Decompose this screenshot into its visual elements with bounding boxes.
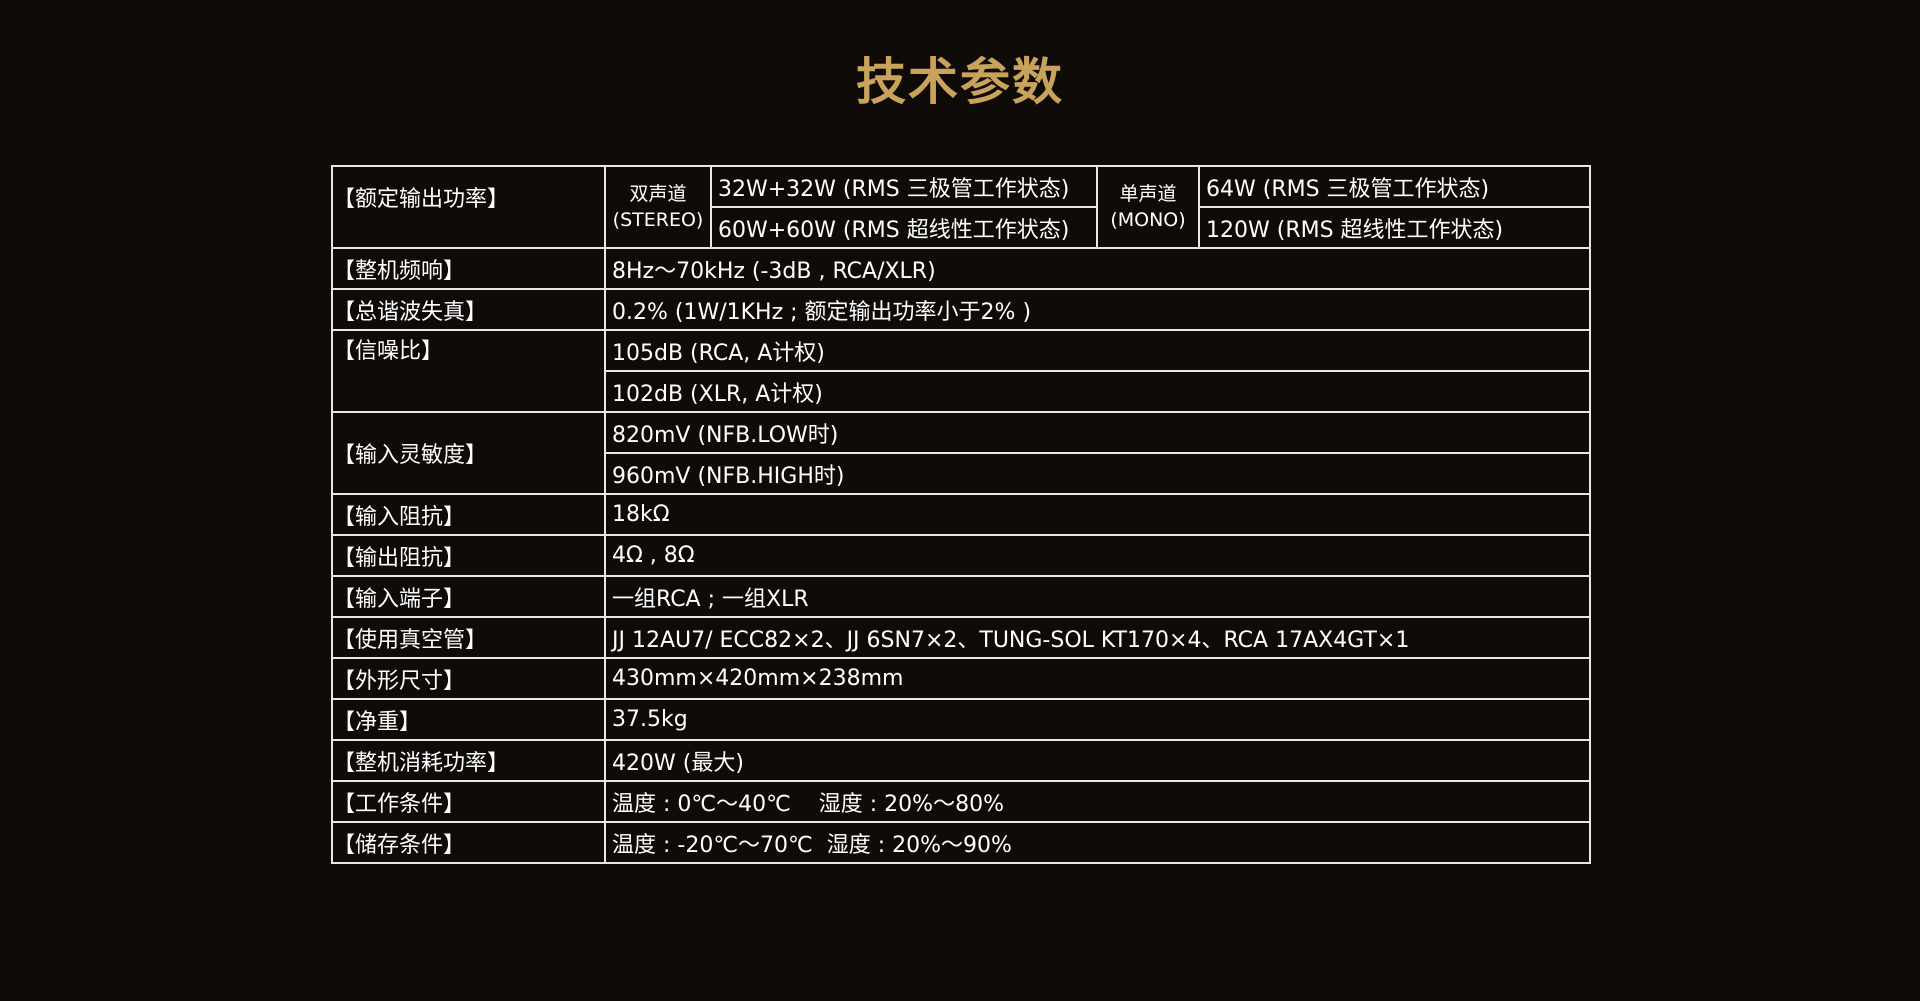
table-row: 【外形尺寸】 430mm×420mm×238mm (331, 657, 1591, 700)
table-row: 【净重】 37.5kg (331, 698, 1591, 741)
spec-table: 【额定输出功率】 双声道 (STEREO) 32W+32W (RMS 三极管工作状… (331, 165, 1591, 864)
table-row: 【使用真空管】 JJ 12AU7/ ECC82×2、JJ 6SN7×2、TUNG-… (331, 616, 1591, 659)
spec-value: 820mV (NFB.LOW时) (604, 411, 1591, 454)
spec-value: 8Hz～70kHz (-3dB , RCA/XLR) (604, 247, 1591, 290)
spec-value: 18kΩ (604, 493, 1591, 536)
table-row: 【整机消耗功率】 420W (最大) (331, 739, 1591, 782)
table-row: 102dB (XLR, A计权) (332, 370, 1591, 413)
page-title: 技术参数 (856, 53, 1064, 111)
table-row: 60W+60W (RMS 超线性工作状态) 120W (RMS 超线性工作状态) (332, 206, 1591, 249)
spec-label: 【外形尺寸】 (331, 657, 606, 700)
table-row: 【工作条件】 温度 : 0℃～40℃ 湿度 : 20%～80% (331, 780, 1591, 823)
spec-value: 温度 : 0℃～40℃ 湿度 : 20%～80% (604, 780, 1591, 823)
table-row: 【额定输出功率】 双声道 (STEREO) 32W+32W (RMS 三极管工作状… (331, 165, 1591, 249)
stereo-cn: 双声道 (629, 183, 687, 205)
spec-label: 【输出阻抗】 (331, 534, 606, 577)
spec-label: 【储存条件】 (331, 821, 606, 864)
spec-value: 102dB (XLR, A计权) (604, 370, 1591, 413)
spec-value: 430mm×420mm×238mm (604, 657, 1591, 700)
mono-cn: 单声道 (1119, 183, 1177, 205)
spec-value: 一组RCA ; 一组XLR (604, 575, 1591, 618)
table-row: 960mV (NFB.HIGH时) (332, 452, 1591, 495)
table-row: 【总谐波失真】 0.2% (1W/1KHz ; 额定输出功率小于2% ) (331, 288, 1591, 331)
mono-en: (MONO) (1110, 209, 1186, 231)
spec-value: 0.2% (1W/1KHz ; 额定输出功率小于2% ) (604, 288, 1591, 331)
spec-label: 【信噪比】 (331, 329, 606, 413)
spec-value: 60W+60W (RMS 超线性工作状态) (710, 206, 1098, 249)
spec-value: JJ 12AU7/ ECC82×2、JJ 6SN7×2、TUNG-SOL KT1… (604, 616, 1591, 659)
table-row: 【储存条件】 温度 : -20℃～70℃ 湿度 : 20%～90% (331, 821, 1591, 864)
spec-value: 120W (RMS 超线性工作状态) (1198, 206, 1591, 249)
spec-label: 【输入灵敏度】 (331, 411, 606, 495)
spec-label: 【使用真空管】 (331, 616, 606, 659)
spec-label: 【工作条件】 (331, 780, 606, 823)
stereo-en: (STEREO) (612, 209, 704, 231)
stereo-label: 双声道 (STEREO) (604, 165, 712, 249)
table-row: 【输出阻抗】 4Ω , 8Ω (331, 534, 1591, 577)
spec-value: 105dB (RCA, A计权) (604, 329, 1591, 372)
spec-value: 37.5kg (604, 698, 1591, 741)
spec-label: 【输入阻抗】 (331, 493, 606, 536)
spec-label: 【总谐波失真】 (331, 288, 606, 331)
spec-value: 32W+32W (RMS 三极管工作状态) (710, 165, 1098, 208)
table-row: 【整机频响】 8Hz～70kHz (-3dB , RCA/XLR) (331, 247, 1591, 290)
spec-label: 【输入端子】 (331, 575, 606, 618)
spec-label: 【整机频响】 (331, 247, 606, 290)
spec-value: 960mV (NFB.HIGH时) (604, 452, 1591, 495)
mono-label: 单声道 (MONO) (1096, 165, 1200, 249)
spec-label: 【额定输出功率】 (331, 165, 606, 249)
table-row: 【输入阻抗】 18kΩ (331, 493, 1591, 536)
spec-value: 64W (RMS 三极管工作状态) (1198, 165, 1591, 208)
spec-value: 4Ω , 8Ω (604, 534, 1591, 577)
spec-value: 420W (最大) (604, 739, 1591, 782)
table-row: 【信噪比】 105dB (RCA, A计权) (331, 329, 1591, 413)
table-row: 【输入端子】 一组RCA ; 一组XLR (331, 575, 1591, 618)
spec-label: 【净重】 (331, 698, 606, 741)
spec-value: 温度 : -20℃～70℃ 湿度 : 20%～90% (604, 821, 1591, 864)
table-row: 【输入灵敏度】 820mV (NFB.LOW时) (331, 411, 1591, 495)
spec-label: 【整机消耗功率】 (331, 739, 606, 782)
